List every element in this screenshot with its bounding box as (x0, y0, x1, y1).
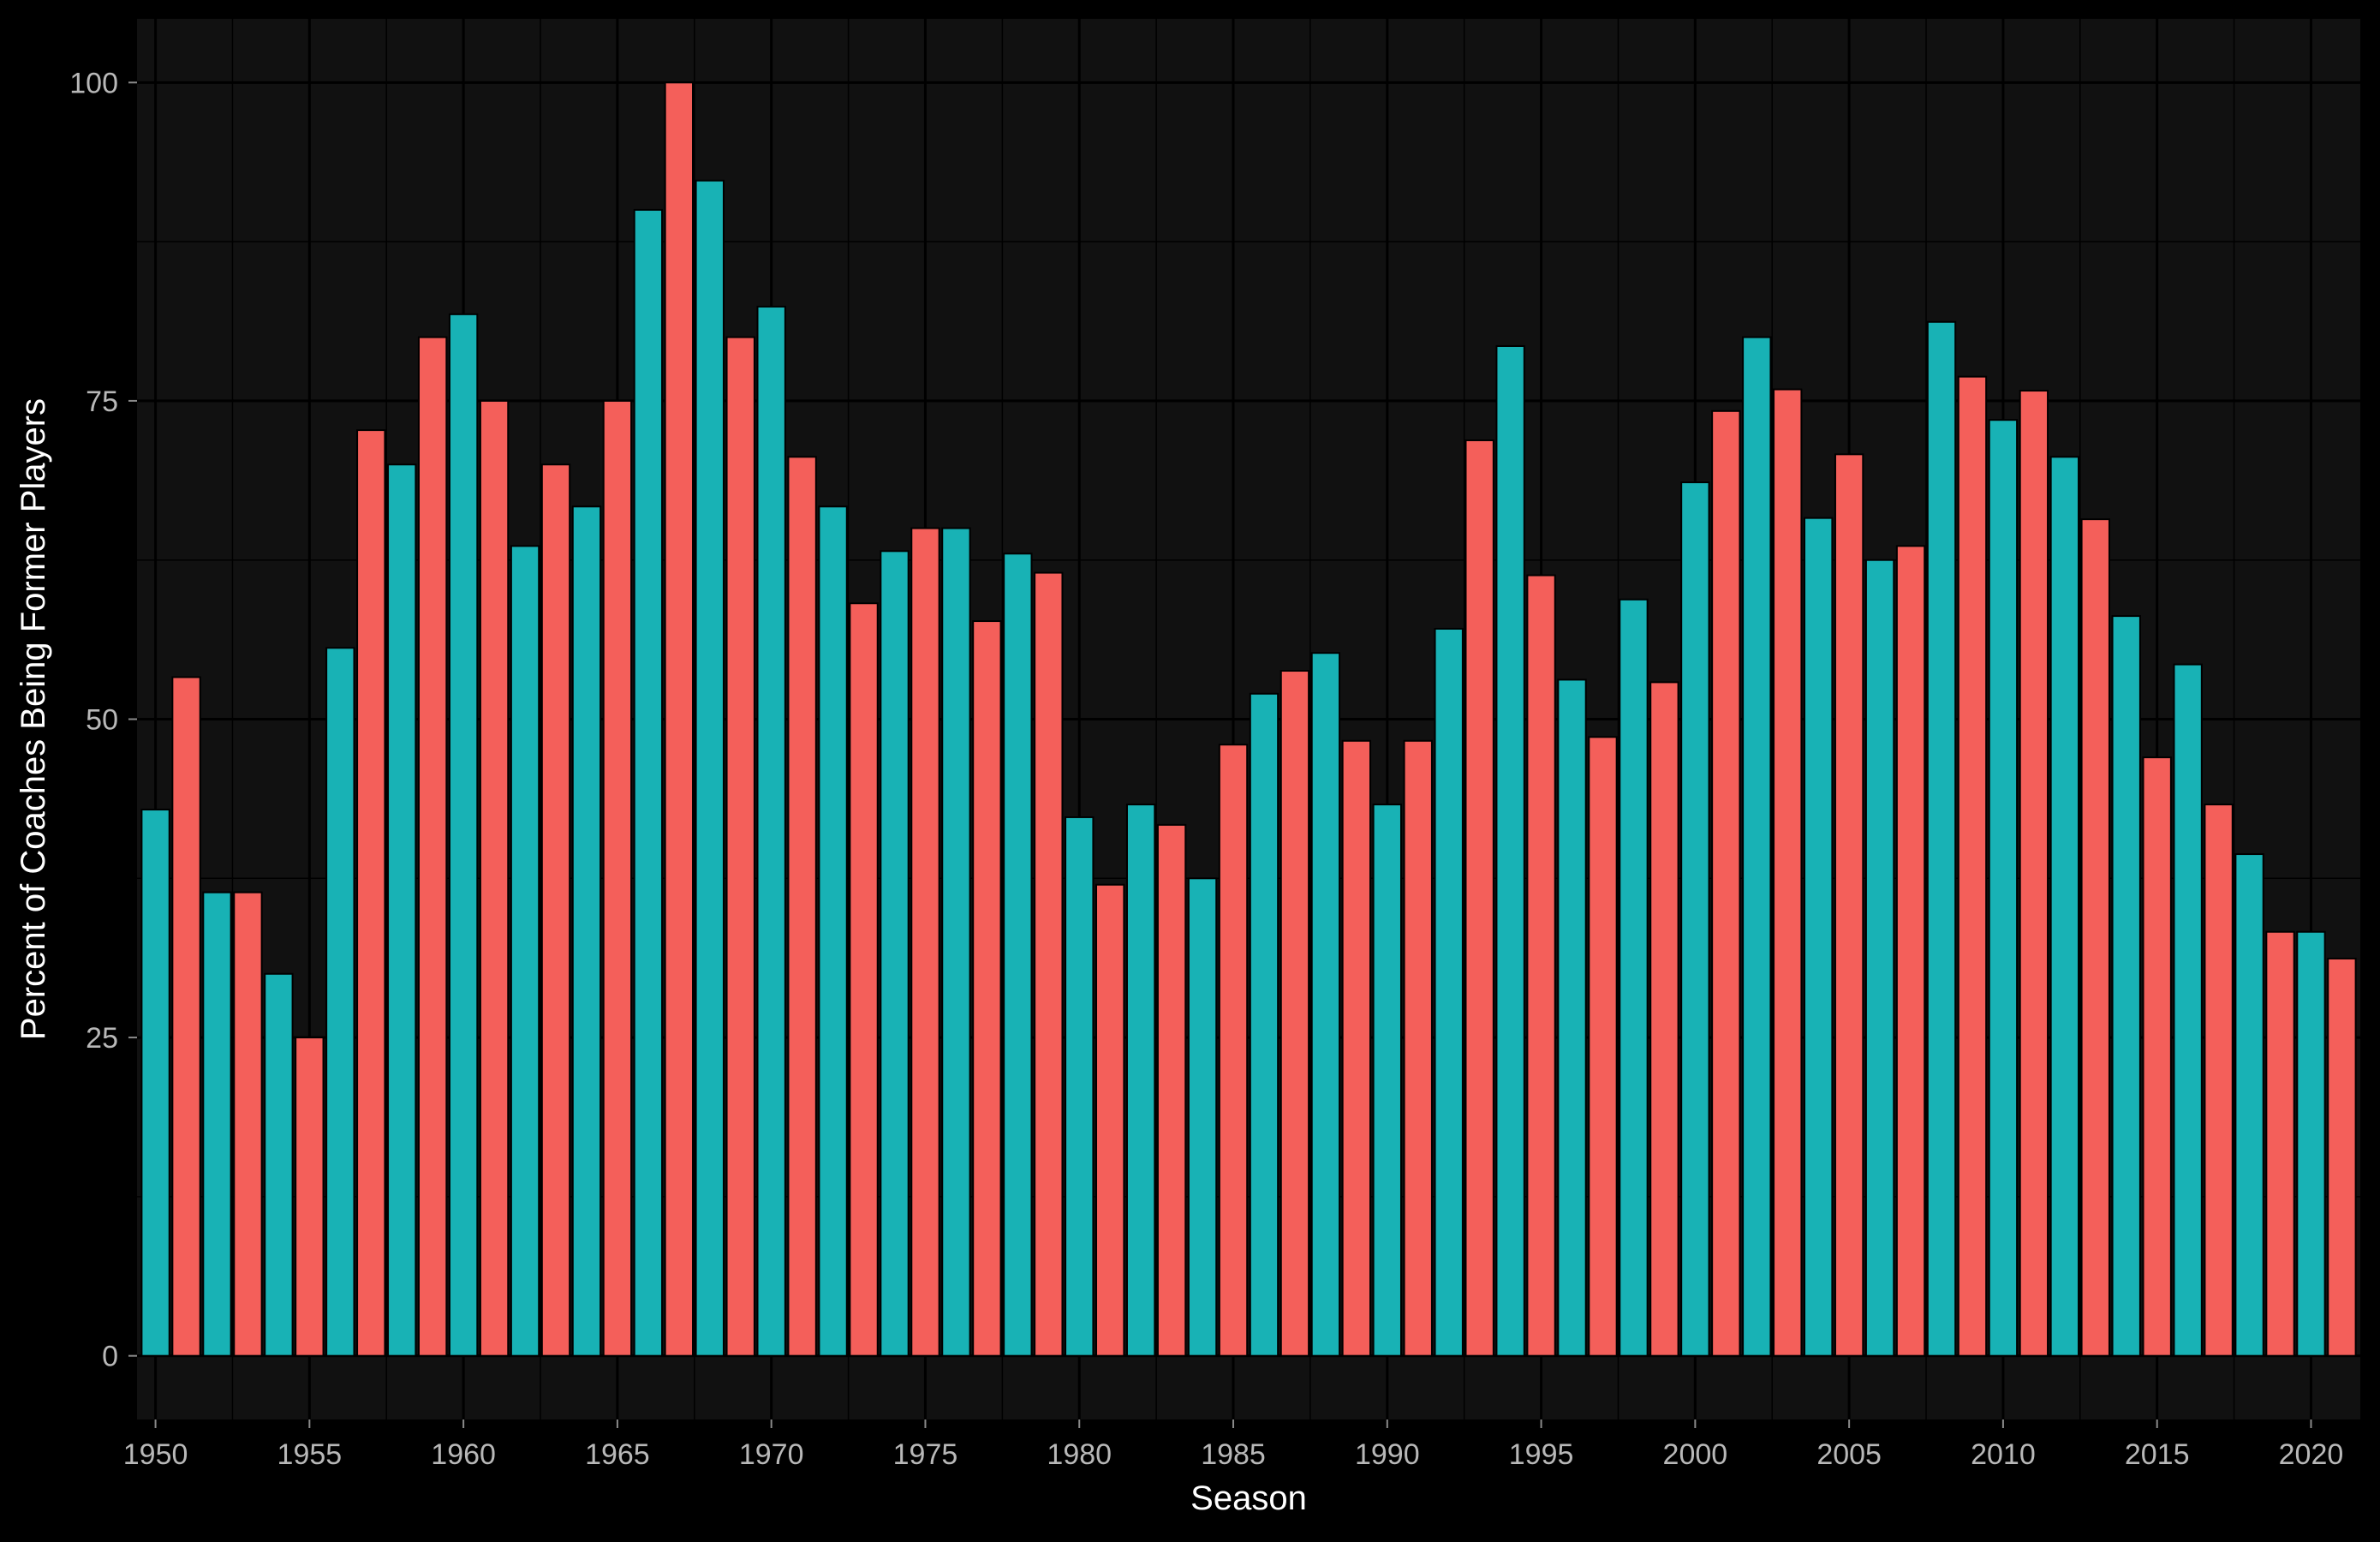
bar-2019 (2265, 930, 2295, 1357)
bar-2016 (2173, 663, 2203, 1357)
bar-1990 (1372, 804, 1402, 1357)
bar-1969 (725, 336, 755, 1357)
bar-1957 (356, 429, 386, 1357)
x-tick-label: 2010 (1971, 1438, 2036, 1471)
bar-1967 (664, 81, 695, 1357)
bar-1956 (325, 647, 355, 1357)
bar-2008 (1926, 320, 1957, 1357)
x-axis-title: Season (1190, 1479, 1307, 1517)
x-tick-label: 1955 (277, 1438, 343, 1471)
bar-2020 (2296, 930, 2326, 1357)
bar-1976 (941, 527, 971, 1357)
bar-1977 (972, 620, 1002, 1357)
bar-1986 (1249, 692, 1279, 1357)
bar-1953 (233, 891, 263, 1357)
bar-1972 (818, 505, 848, 1357)
bar-1993 (1464, 439, 1494, 1357)
bar-1971 (787, 456, 817, 1357)
bar-2005 (1834, 453, 1864, 1357)
bar-1981 (1095, 883, 1125, 1357)
x-tick-label: 1985 (1201, 1438, 1266, 1471)
x-tick-label: 1990 (1355, 1438, 1420, 1471)
bar-1978 (1003, 553, 1033, 1357)
bar-1952 (202, 891, 232, 1357)
bar-1950 (140, 809, 170, 1357)
bar-2006 (1864, 559, 1895, 1357)
y-tick-label: 50 (86, 704, 118, 737)
bar-1988 (1310, 652, 1341, 1357)
bar-1960 (448, 313, 479, 1357)
x-tick-label: 1965 (585, 1438, 650, 1471)
y-tick-label: 0 (102, 1341, 118, 1373)
y-tick-label: 25 (86, 1022, 118, 1055)
bar-1992 (1434, 627, 1464, 1357)
x-tick-label: 2000 (1663, 1438, 1728, 1471)
bar-1959 (417, 336, 448, 1357)
y-tick-label: 100 (69, 67, 118, 99)
x-tick-label: 2020 (2279, 1438, 2344, 1471)
x-tick-label: 2005 (1816, 1438, 1882, 1471)
x-tick-label: 1960 (431, 1438, 496, 1471)
bar-1979 (1034, 571, 1064, 1357)
bar-1968 (695, 179, 725, 1357)
x-tick-label: 1995 (1509, 1438, 1574, 1471)
bar-2013 (2080, 518, 2110, 1357)
bar-2011 (2019, 390, 2049, 1357)
bar-1995 (1526, 574, 1556, 1357)
bar-2018 (2234, 853, 2264, 1357)
y-axis-title: Percent of Coaches Being Former Players (15, 398, 52, 1040)
x-tick-label: 1950 (123, 1438, 188, 1471)
bar-1955 (295, 1037, 325, 1357)
y-tick-label: 75 (86, 386, 118, 418)
bars (140, 81, 2357, 1357)
x-tick-label: 1980 (1047, 1438, 1112, 1471)
bar-1996 (1557, 678, 1587, 1357)
bar-2003 (1773, 388, 1803, 1357)
bar-2004 (1804, 517, 1834, 1357)
bar-1966 (633, 208, 664, 1357)
bar-1991 (1403, 739, 1433, 1357)
bar-2000 (1680, 481, 1710, 1357)
bar-1973 (849, 602, 879, 1357)
bar-1964 (571, 505, 602, 1357)
bar-1954 (264, 972, 294, 1357)
x-axis: 1950 1955 1960 1965 1970 1975 1980 1985 1990 1995… (123, 1419, 2344, 1471)
bar-2014 (2111, 615, 2141, 1357)
bar-1994 (1495, 344, 1525, 1357)
bar-1982 (1125, 804, 1156, 1357)
bar-1965 (602, 399, 633, 1357)
bar-1951 (171, 676, 201, 1357)
bar-2001 (1711, 409, 1741, 1357)
bar-1975 (910, 527, 940, 1357)
bar-1970 (756, 305, 786, 1357)
x-tick-label: 1975 (893, 1438, 958, 1471)
y-axis: 0 25 50 75 100 (69, 67, 137, 1373)
bar-1980 (1065, 816, 1095, 1357)
bar-2009 (1957, 375, 1988, 1357)
bar-1983 (1156, 823, 1187, 1357)
bar-1985 (1218, 744, 1249, 1357)
bar-1958 (387, 463, 417, 1357)
bar-1999 (1649, 681, 1679, 1357)
bar-1987 (1279, 670, 1310, 1357)
bar-1984 (1187, 877, 1218, 1357)
bar-2002 (1742, 336, 1772, 1357)
bar-1998 (1619, 598, 1649, 1357)
bar-2017 (2204, 804, 2234, 1357)
bar-2010 (1988, 419, 2019, 1357)
bar-1989 (1341, 739, 1372, 1357)
bar-2007 (1895, 545, 1926, 1357)
bar-1963 (540, 463, 571, 1357)
x-tick-label: 2015 (2125, 1438, 2190, 1471)
x-tick-label: 1970 (739, 1438, 804, 1471)
bar-1962 (510, 545, 540, 1357)
bar-2015 (2142, 756, 2172, 1357)
bar-1974 (880, 550, 910, 1357)
bar-2012 (2049, 456, 2080, 1357)
bar-2021 (2327, 957, 2357, 1357)
bar-1961 (479, 399, 510, 1357)
bar-1997 (1588, 736, 1618, 1357)
